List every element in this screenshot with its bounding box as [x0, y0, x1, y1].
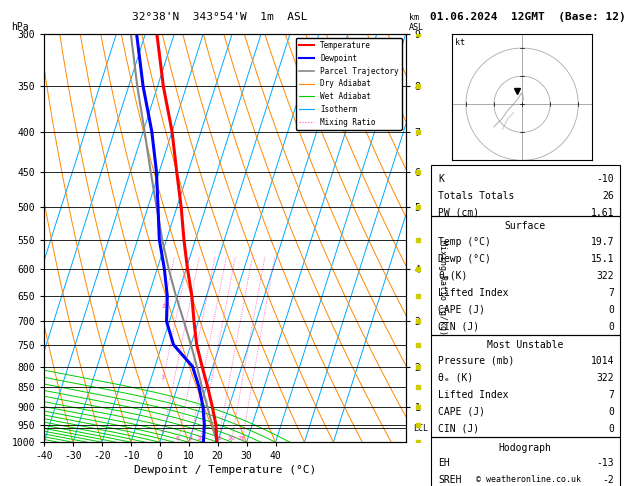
Text: Hodograph: Hodograph	[499, 442, 552, 452]
Text: 1.61: 1.61	[591, 208, 614, 218]
Text: 3: 3	[161, 375, 165, 381]
Text: CAPE (J): CAPE (J)	[438, 305, 486, 315]
Bar	[431, 165, 620, 216]
Text: Lifted Index: Lifted Index	[438, 390, 509, 400]
Text: CAPE (J): CAPE (J)	[438, 407, 486, 417]
Text: Lifted Index: Lifted Index	[438, 288, 509, 298]
Text: 25: 25	[238, 436, 246, 441]
Text: km
ASL: km ASL	[409, 13, 425, 32]
Text: 19.7: 19.7	[591, 237, 614, 247]
Text: hPa: hPa	[11, 22, 29, 32]
Text: Surface: Surface	[504, 221, 546, 231]
Text: Totals Totals: Totals Totals	[438, 191, 515, 201]
Text: CIN (J): CIN (J)	[438, 322, 479, 332]
Text: 0: 0	[608, 322, 614, 332]
Text: 1014: 1014	[591, 356, 614, 366]
Legend: Temperature, Dewpoint, Parcel Trajectory, Dry Adiabat, Wet Adiabat, Isotherm, Mi: Temperature, Dewpoint, Parcel Trajectory…	[296, 38, 402, 130]
Text: -10: -10	[596, 174, 614, 184]
Text: Dewp (°C): Dewp (°C)	[438, 254, 491, 264]
Text: 26: 26	[602, 191, 614, 201]
Text: SREH: SREH	[438, 475, 462, 485]
Text: 15: 15	[214, 436, 222, 441]
Text: 6: 6	[176, 436, 180, 441]
Text: Mixing Ratio (g/kg): Mixing Ratio (g/kg)	[438, 240, 447, 335]
Bar	[431, 216, 620, 335]
Text: 7: 7	[608, 288, 614, 298]
Text: 322: 322	[596, 271, 614, 281]
Text: K: K	[438, 174, 444, 184]
X-axis label: Dewpoint / Temperature (°C): Dewpoint / Temperature (°C)	[134, 466, 316, 475]
Text: 01.06.2024  12GMT  (Base: 12): 01.06.2024 12GMT (Base: 12)	[430, 12, 626, 22]
Text: Pressure (mb): Pressure (mb)	[438, 356, 515, 366]
Text: © weatheronline.co.uk: © weatheronline.co.uk	[476, 474, 581, 484]
Text: 0: 0	[608, 305, 614, 315]
Text: 32°38'N  343°54'W  1m  ASL: 32°38'N 343°54'W 1m ASL	[132, 12, 308, 22]
Text: EH: EH	[438, 458, 450, 468]
Text: 0: 0	[608, 407, 614, 417]
Text: θₑ(K): θₑ(K)	[438, 271, 468, 281]
Text: 4: 4	[161, 429, 165, 434]
Text: -2: -2	[602, 475, 614, 485]
Text: -13: -13	[596, 458, 614, 468]
Text: Most Unstable: Most Unstable	[487, 340, 564, 350]
Text: θₑ (K): θₑ (K)	[438, 373, 474, 383]
Text: PW (cm): PW (cm)	[438, 208, 479, 218]
Text: LCL: LCL	[413, 424, 428, 433]
Text: 8: 8	[188, 436, 192, 441]
Text: 0: 0	[608, 424, 614, 434]
Text: 7: 7	[608, 390, 614, 400]
Text: 20: 20	[227, 436, 235, 441]
Bar	[431, 437, 620, 486]
Bar	[431, 335, 620, 437]
Text: CIN (J): CIN (J)	[438, 424, 479, 434]
Text: 322: 322	[596, 373, 614, 383]
Text: 2: 2	[161, 304, 165, 309]
Text: 15.1: 15.1	[591, 254, 614, 264]
Text: kt: kt	[455, 38, 465, 47]
Text: Temp (°C): Temp (°C)	[438, 237, 491, 247]
Text: 10: 10	[196, 436, 204, 441]
